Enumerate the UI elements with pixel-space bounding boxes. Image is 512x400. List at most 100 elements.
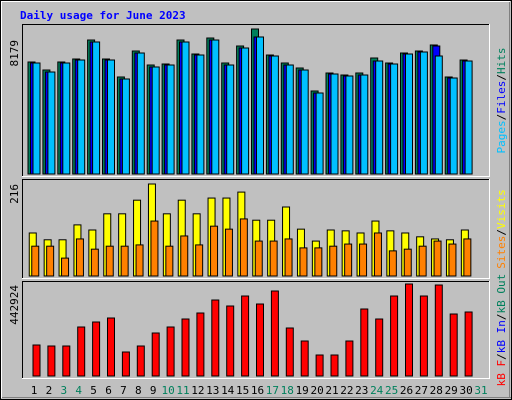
bar <box>47 345 56 377</box>
x-tick-label: 26 <box>400 384 413 397</box>
y-tick-label: 8179 <box>8 40 21 67</box>
bar <box>90 248 99 277</box>
bar <box>254 240 263 277</box>
x-tick-label: 12 <box>191 384 204 397</box>
x-tick-label: 20 <box>310 384 323 397</box>
bar <box>434 284 443 377</box>
bar <box>256 36 264 175</box>
bar <box>226 64 235 175</box>
legend-entry: Hits <box>495 48 508 75</box>
x-tick-label: 1 <box>31 384 38 397</box>
bar <box>181 318 190 377</box>
bar <box>150 220 159 277</box>
x-tick-label: 17 <box>266 384 279 397</box>
chart-title: Daily usage for June 2023 <box>20 9 186 22</box>
x-tick-label: 31 <box>474 384 487 397</box>
x-tick-label: 29 <box>445 384 458 397</box>
x-tick-label: 4 <box>75 384 82 397</box>
bar <box>62 62 71 175</box>
x-tick-label: 28 <box>430 384 443 397</box>
x-tick-label: 11 <box>176 384 189 397</box>
bar <box>434 55 443 175</box>
bar <box>62 345 71 377</box>
bar <box>315 92 324 175</box>
bar <box>135 244 144 277</box>
bar <box>269 240 278 277</box>
legend-separator: / <box>495 229 508 236</box>
x-tick-label: 14 <box>221 384 235 397</box>
bar <box>464 60 473 175</box>
legend-separator: / <box>495 114 508 121</box>
bar <box>314 247 323 277</box>
bar <box>151 332 160 377</box>
bar <box>330 354 339 377</box>
x-tick-label: 25 <box>385 384 398 397</box>
bar <box>405 283 413 377</box>
bar <box>375 318 384 377</box>
bar <box>373 232 382 277</box>
bar <box>105 245 114 277</box>
bar <box>107 59 115 175</box>
bar <box>330 73 339 175</box>
bar <box>31 245 40 277</box>
x-tick-label: 13 <box>206 384 219 397</box>
bar <box>360 74 369 175</box>
bar <box>241 47 250 175</box>
bar <box>226 305 235 377</box>
x-tick-label: 10 <box>161 384 174 397</box>
bar <box>403 248 412 277</box>
bar <box>256 303 264 377</box>
bar <box>32 344 41 377</box>
x-tick-label: 15 <box>236 384 249 397</box>
bar <box>270 290 279 377</box>
x-tick-label: 22 <box>340 384 353 397</box>
bar <box>390 295 399 377</box>
bar <box>359 243 368 277</box>
bar <box>210 225 219 277</box>
bar <box>345 75 354 175</box>
x-tick-label: 5 <box>90 384 97 397</box>
bar <box>390 63 399 175</box>
bar <box>419 295 428 377</box>
x-tick-label: 24 <box>370 384 384 397</box>
bar <box>211 39 220 175</box>
x-tick-label: 7 <box>120 384 127 397</box>
bar <box>463 238 472 277</box>
legend-entry: kB Out <box>495 274 508 314</box>
bar <box>344 243 353 277</box>
x-tick-label: 27 <box>415 384 428 397</box>
legend-separator: / <box>495 74 508 81</box>
bar <box>166 64 175 175</box>
bar <box>464 311 473 377</box>
x-tick-label: 30 <box>459 384 472 397</box>
bar <box>285 327 294 377</box>
bar <box>299 247 308 277</box>
legend: kB F/kB In/kB Out <box>495 274 508 387</box>
legend-entry: kB F <box>495 360 508 387</box>
legend-separator: / <box>495 353 508 360</box>
bar <box>77 59 86 175</box>
bar <box>419 51 428 175</box>
x-tick-label: 18 <box>281 384 294 397</box>
legend-entry: Pages <box>495 120 508 153</box>
bar <box>329 245 338 277</box>
bar <box>195 244 204 277</box>
x-tick-label: 21 <box>325 384 338 397</box>
bar <box>47 71 56 175</box>
bar <box>136 52 145 175</box>
bar <box>92 41 101 175</box>
bar <box>405 53 413 175</box>
bar <box>224 228 233 277</box>
bar <box>121 351 130 377</box>
x-tick-label: 23 <box>355 384 368 397</box>
bar <box>180 235 189 277</box>
bar <box>285 64 294 175</box>
bar <box>345 340 354 377</box>
bar <box>241 295 250 377</box>
bar <box>448 243 457 277</box>
bar <box>388 250 397 277</box>
bar <box>196 54 205 175</box>
bar <box>136 345 145 377</box>
y-tick-label: 216 <box>8 184 21 204</box>
x-tick-label: 2 <box>46 384 53 397</box>
